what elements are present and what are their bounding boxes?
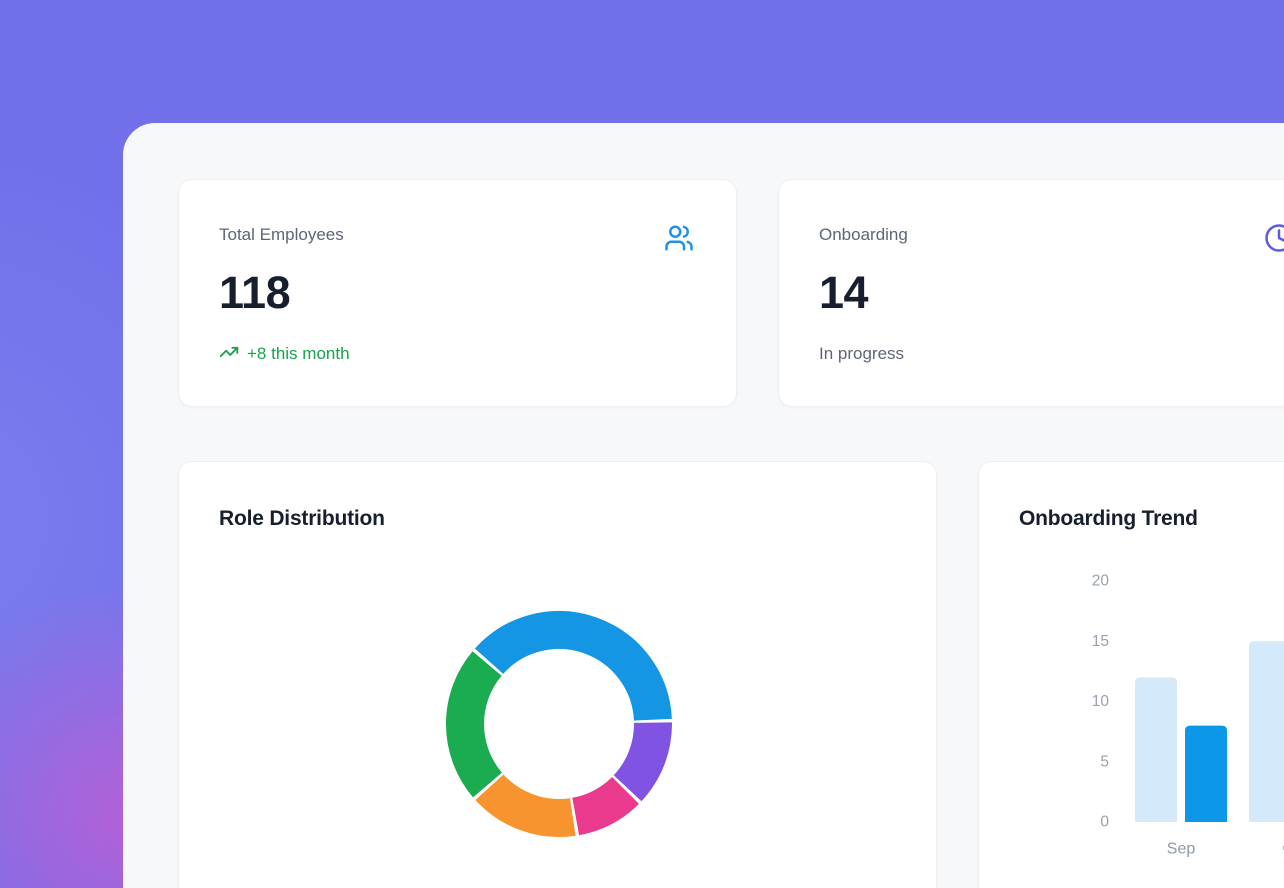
donut-segment-blue [474, 611, 672, 722]
stat-trend-text: +8 this month [247, 344, 350, 363]
donut-segment-green [446, 651, 503, 798]
donut-segment-purple [613, 722, 672, 802]
x-axis-label-sep: Sep [1167, 840, 1196, 857]
donut-segment-orange [475, 773, 576, 837]
stat-status-text: In progress [819, 344, 905, 363]
stat-label: Total Employees [219, 225, 344, 244]
y-axis-tick-0: 0 [1100, 814, 1109, 831]
dashboard-panel: Total Employees 118 +8 this month [123, 123, 1284, 888]
stat-value: 14 [819, 267, 869, 318]
trending-up-icon [219, 342, 239, 367]
bar-sep-series-dark-blue [1185, 725, 1227, 822]
role-distribution-donut-chart [446, 611, 672, 837]
stat-card-onboarding: Onboarding 14 In progress [778, 179, 1284, 407]
donut-segment-pink [571, 776, 639, 836]
users-icon [664, 223, 694, 253]
bar-oct-series-light-blue [1249, 641, 1284, 822]
y-axis-tick-5: 5 [1100, 753, 1109, 770]
clock-icon [1264, 223, 1284, 253]
stat-label: Onboarding [819, 225, 908, 244]
stat-value: 118 [219, 267, 291, 318]
y-axis-tick-20: 20 [1092, 573, 1110, 590]
role-distribution-card: Role Distribution [178, 461, 937, 888]
card-title: Role Distribution [219, 507, 385, 530]
bar-sep-series-light-blue [1135, 677, 1177, 822]
card-title: Onboarding Trend [1019, 507, 1198, 530]
stat-trend: +8 this month [219, 344, 696, 364]
onboarding-trend-bar-chart: 0 5 10 15 20 Sep Oct [1092, 573, 1284, 857]
y-axis-tick-15: 15 [1092, 633, 1109, 650]
onboarding-trend-card: Onboarding Trend 0 5 10 15 20 Sep Oct [978, 461, 1284, 888]
y-axis-tick-10: 10 [1092, 693, 1110, 710]
stat-card-total-employees: Total Employees 118 +8 this month [178, 179, 737, 407]
stat-status: In progress [819, 344, 1284, 364]
x-axis-label-oct: Oct [1283, 840, 1284, 857]
